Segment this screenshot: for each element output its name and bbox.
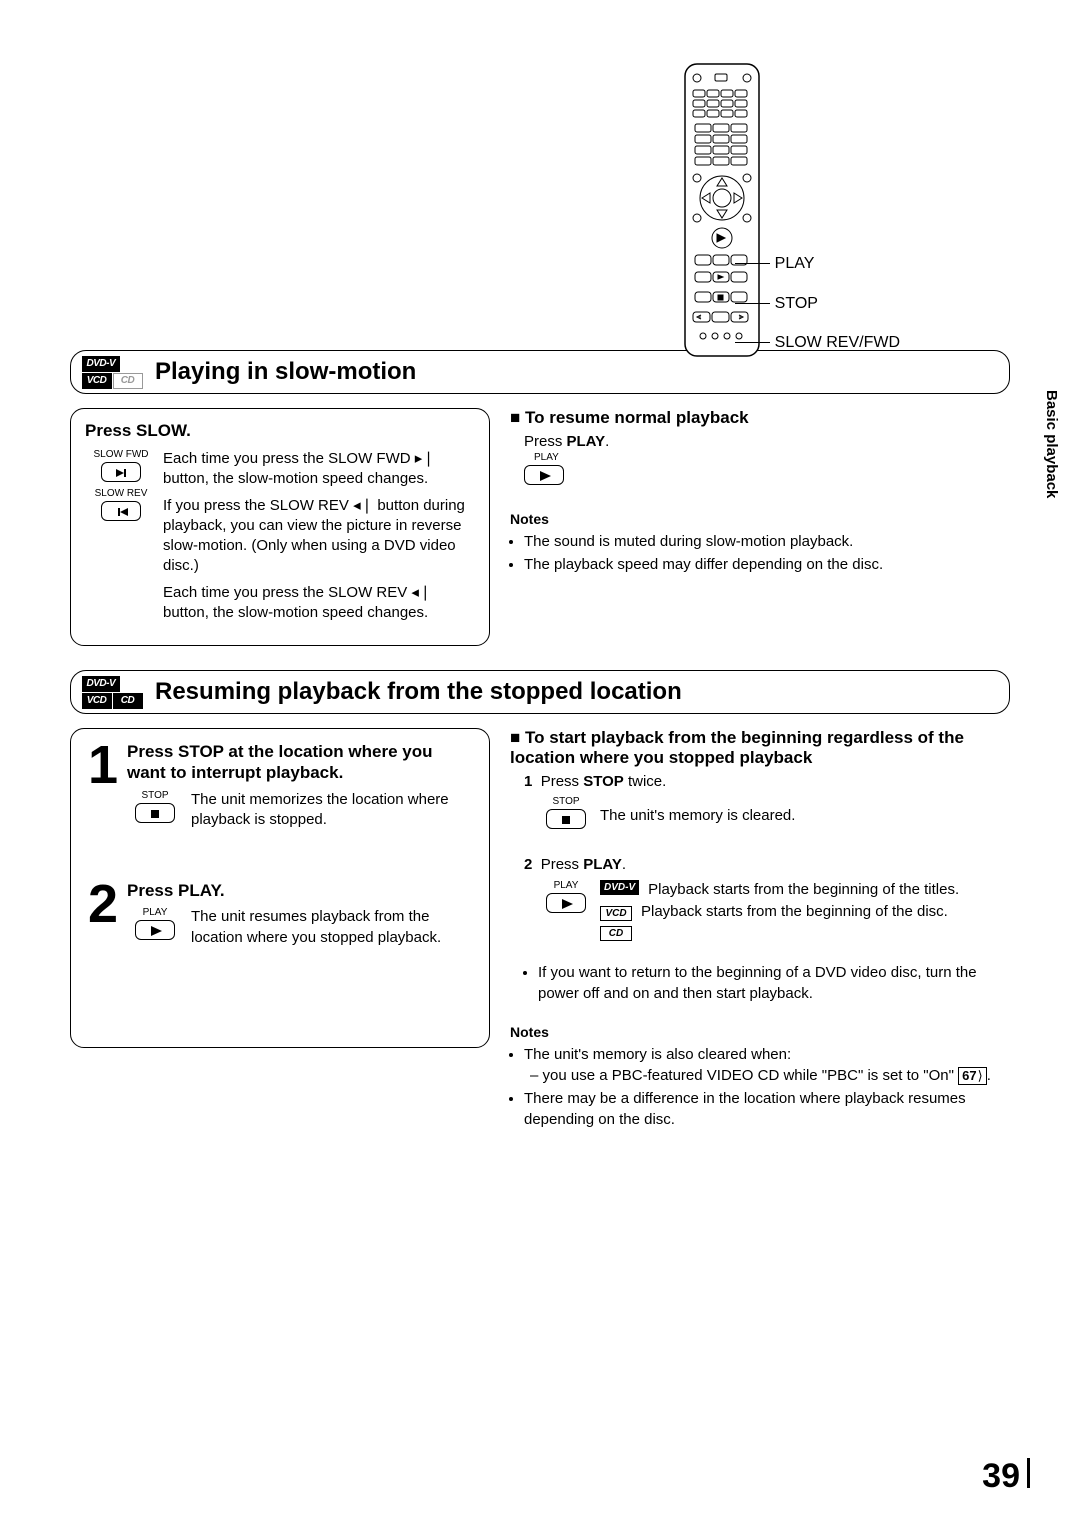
mini-cd: CD [600,926,632,941]
mini-dvdv: DVD-V [600,880,639,895]
dvdv-text: Playback starts from the beginning of th… [648,880,1010,900]
section2-title: Resuming playback from the stopped locat… [155,678,682,706]
remote-label-slow: SLOW REV/FWD [775,334,900,352]
play-label-s1: PLAY [534,452,559,463]
slow-fwd-icon-col: SLOW FWD SLOW REV [85,449,157,527]
notes-list-1: The sound is muted during slow-motion pl… [510,531,1010,575]
s2r-head: ■ To start playback from the beginning r… [510,728,1010,768]
s1-p2: If you press the SLOW REV ◂❘ button duri… [163,496,475,577]
step1-body: The unit memorizes the location where pl… [191,790,475,831]
note-2-2: There may be a difference in the locatio… [524,1088,1010,1130]
remote-label-play: PLAY [775,255,900,273]
stop-label-s2: STOP [141,790,168,801]
page-number-bar [1027,1458,1030,1488]
play-button-icon [524,465,564,485]
ref-67: 67 [958,1067,987,1085]
step2: 2 Press PLAY. PLAY The unit resumes play… [85,880,475,948]
section1-right: ■ To resume normal playback Press PLAY. … [510,408,1010,577]
play-button-icon-r [546,893,586,913]
play-icon-col-r: PLAY [538,880,594,919]
play-label-r: PLAY [554,880,579,891]
play-icon-col-2: PLAY [127,907,183,948]
s2r-bullet: If you want to return to the beginning o… [538,962,1010,1004]
remote-label-stop: STOP [775,295,900,313]
vcdcd-text: Playback starts from the beginning of th… [641,902,1010,922]
badge-vcd: VCD [82,373,112,389]
mini-vcd: VCD [600,906,632,921]
notes-head-1: Notes [510,511,1010,527]
note-1-1: The sound is muted during slow-motion pl… [524,531,1010,552]
notes-head-2: Notes [510,1024,1010,1040]
note-2-1: The unit's memory is also cleared when: … [524,1044,1010,1086]
remote-illustration: PLAY STOP SLOW REV/FWD [677,60,900,374]
slow-fwd-button-icon [101,462,141,482]
stop-icon-col: STOP [127,790,183,831]
stop-icon-col-r: STOP [538,796,594,835]
s1-p3: Each time you press the SLOW REV ◂❘ butt… [163,583,475,624]
manual-page: PLAY STOP SLOW REV/FWD Basic playback DV… [0,0,1080,1526]
s1-p1: Each time you press the SLOW FWD ▸❘ butt… [163,449,475,490]
stop-button-icon [135,803,175,823]
remote-labels: PLAY STOP SLOW REV/FWD [775,255,900,374]
remote-svg [677,60,767,360]
stop-label-r: STOP [552,796,579,807]
s2r-step2: 2 Press PLAY. [524,855,1010,875]
slow-rev-label: SLOW REV [95,488,148,499]
slow-fwd-label: SLOW FWD [94,449,149,460]
section2-left-panel: 1 Press STOP at the location where you w… [70,728,490,1048]
step1: 1 Press STOP at the location where you w… [85,741,475,830]
disc-badges-1: DVD-V VCD CD [81,355,143,389]
badge-dvdv: DVD-V [82,356,121,372]
badge-vcd-2: VCD [82,693,112,709]
step1-num: 1 [85,741,121,790]
play-button-icon-2 [135,920,175,940]
play-label-s2: PLAY [143,907,168,918]
section2-right: ■ To start playback from the beginning r… [510,728,1010,1132]
section1-title: Playing in slow-motion [155,358,416,386]
press-slow-head: Press SLOW. [85,421,475,441]
stop-button-icon-r [546,809,586,829]
step2-num: 2 [85,880,121,929]
s2r-bullet-list: If you want to return to the beginning o… [524,962,1010,1004]
slow-rev-button-icon [101,501,141,521]
step2-head: Press PLAY. [127,880,475,901]
step2-body: The unit resumes playback from the locat… [191,907,475,948]
play-icon-col: PLAY [524,452,596,491]
section1-left-panel: Press SLOW. SLOW FWD SLOW REV Each time … [70,408,490,646]
notes-list-2: The unit's memory is also cleared when: … [510,1044,1010,1130]
badge-cd-2: CD [113,693,143,709]
note-1-2: The playback speed may differ depending … [524,554,1010,575]
page-number: 39 [982,1457,1020,1496]
resume-normal-head: ■ To resume normal playback [510,408,1010,428]
press-play-line: Press PLAY. [524,432,1010,452]
badge-dvdv-2: DVD-V [82,676,121,692]
disc-badges-2: DVD-V VCD CD [81,675,143,709]
s2r-step1-body: The unit's memory is cleared. [600,796,1010,826]
badge-cd-grey: CD [113,373,143,389]
s2r-step1: 1 Press STOP twice. [524,772,1010,792]
side-tab: Basic playback [1043,390,1060,498]
step1-head: Press STOP at the location where you wan… [127,741,475,784]
section2-header: DVD-V VCD CD Resuming playback from the … [70,670,1010,714]
